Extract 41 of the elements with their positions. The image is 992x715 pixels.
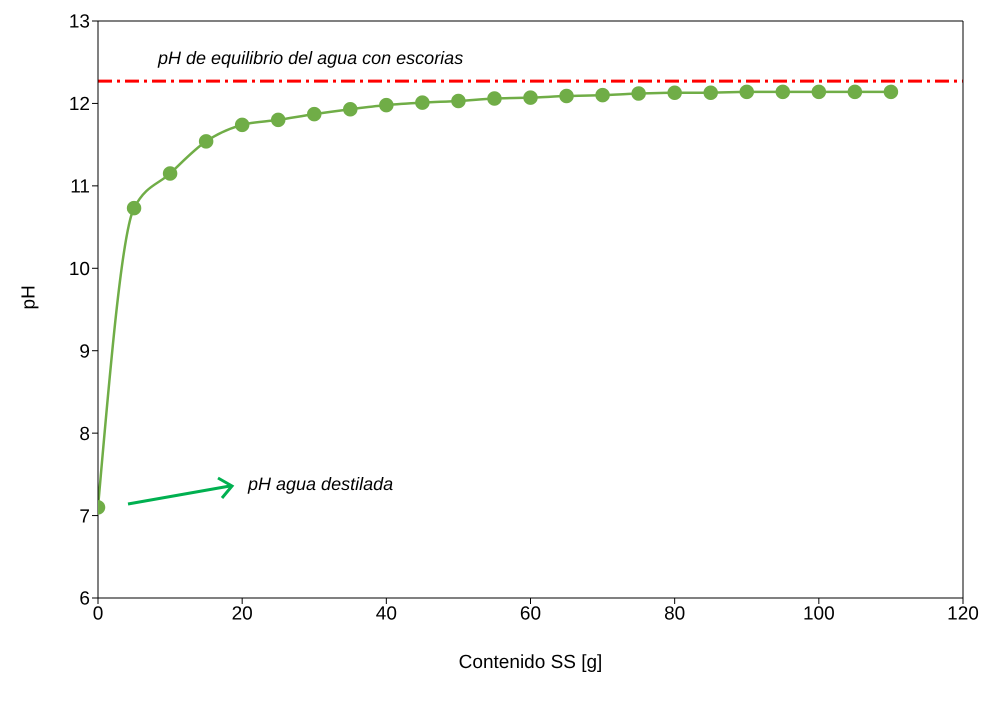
x-tick-label: 40 <box>376 603 397 624</box>
point <box>270 112 286 128</box>
y-axis-title: pH <box>18 285 40 310</box>
point <box>451 94 466 108</box>
point <box>234 118 250 132</box>
point <box>162 166 178 181</box>
x-tick-label: 100 <box>802 603 835 624</box>
y-tick-label: 7 <box>79 506 90 528</box>
y-tick-label: 10 <box>68 259 90 280</box>
ref-line-label: pH de equilibrio del agua con escorias <box>157 48 464 68</box>
x-tick-label: 0 <box>92 603 104 624</box>
point <box>595 88 610 102</box>
y-tick-label: 8 <box>79 424 90 445</box>
y-tick-label: 6 <box>79 588 90 610</box>
point <box>667 85 682 100</box>
x-tick-label: 120 <box>947 603 979 624</box>
point <box>559 88 574 104</box>
point <box>812 84 826 100</box>
point <box>776 84 790 100</box>
annotation: pH agua destilada <box>248 474 394 495</box>
point <box>487 91 502 106</box>
y-tick-label: 13 <box>68 12 90 33</box>
point <box>631 86 646 101</box>
x-tick-label: 20 <box>232 603 253 624</box>
point <box>198 134 214 149</box>
point <box>343 102 358 116</box>
point <box>307 106 322 122</box>
point <box>740 84 754 100</box>
y-tick-label: 12 <box>68 94 90 116</box>
point <box>126 200 142 216</box>
x-tick-label: 80 <box>664 603 686 624</box>
x-tick-label: 60 <box>520 603 542 624</box>
point <box>884 84 898 100</box>
y-tick-label: 9 <box>79 341 90 362</box>
point <box>703 85 718 100</box>
y-tick-label: 11 <box>70 176 90 198</box>
x-axis-title: Contenido SS [g] <box>458 652 602 673</box>
point <box>848 84 862 100</box>
point <box>415 95 430 110</box>
point <box>523 90 538 105</box>
point <box>379 98 394 112</box>
